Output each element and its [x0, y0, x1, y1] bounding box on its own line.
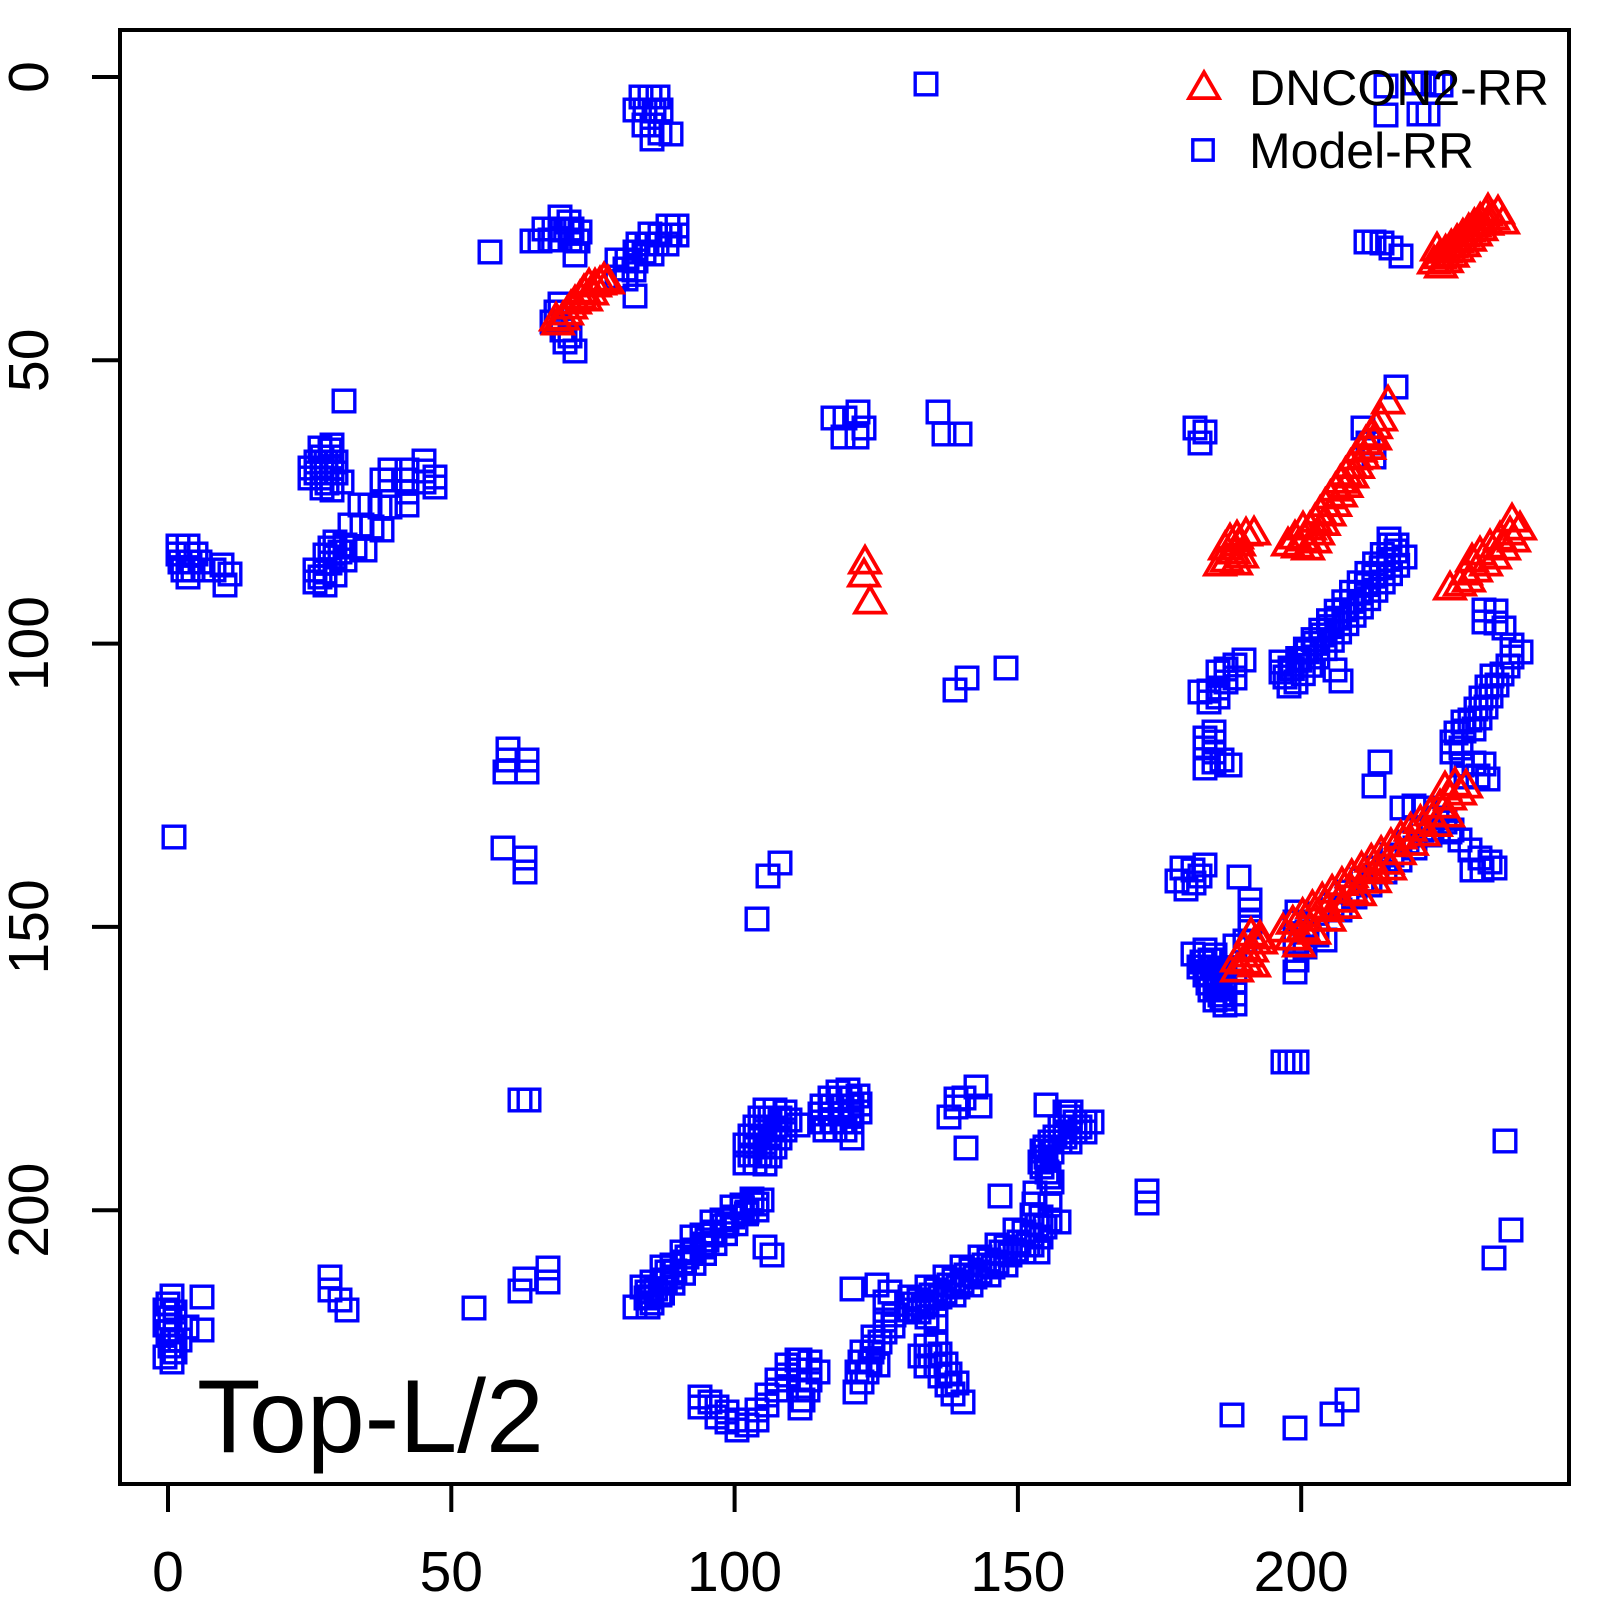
- svg-text:200: 200: [0, 1163, 61, 1258]
- svg-text:DNCON2-RR: DNCON2-RR: [1249, 60, 1549, 116]
- svg-text:100: 100: [687, 1540, 782, 1600]
- svg-text:200: 200: [1254, 1540, 1349, 1600]
- svg-text:100: 100: [0, 596, 61, 691]
- svg-text:150: 150: [970, 1540, 1065, 1600]
- svg-text:50: 50: [420, 1540, 483, 1600]
- svg-text:0: 0: [0, 61, 61, 93]
- svg-text:Model-RR: Model-RR: [1249, 123, 1474, 179]
- svg-text:150: 150: [0, 879, 61, 974]
- svg-text:0: 0: [152, 1540, 184, 1600]
- svg-text:Top-L/2: Top-L/2: [197, 1359, 544, 1475]
- svg-text:50: 50: [0, 329, 61, 392]
